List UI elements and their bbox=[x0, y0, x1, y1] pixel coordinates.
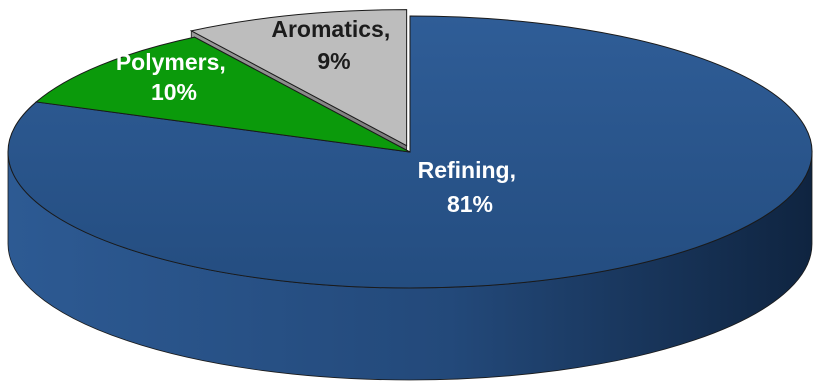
slice-label-refining: Refining, 81% bbox=[418, 157, 523, 217]
pie-slice-polymers bbox=[35, 36, 411, 153]
slice-label-polymers-value: 10% bbox=[151, 79, 197, 105]
pie-slice-aromatics bbox=[189, 9, 408, 147]
slice-label-aromatics: Aromatics, 9% bbox=[271, 16, 396, 74]
slice-label-refining-name: Refining, bbox=[418, 157, 516, 183]
slice-label-polymers-name: Polymers, bbox=[116, 49, 226, 75]
slice-label-aromatics-name: Aromatics, bbox=[271, 16, 390, 42]
slice-labels: Refining, 81% Polymers, 10% Aromatics, 9… bbox=[116, 16, 523, 217]
slice-label-polymers: Polymers, 10% bbox=[116, 49, 232, 105]
slice-label-aromatics-value: 9% bbox=[317, 48, 350, 74]
pie-slices bbox=[7, 9, 813, 381]
slice-label-refining-value: 81% bbox=[447, 191, 493, 217]
